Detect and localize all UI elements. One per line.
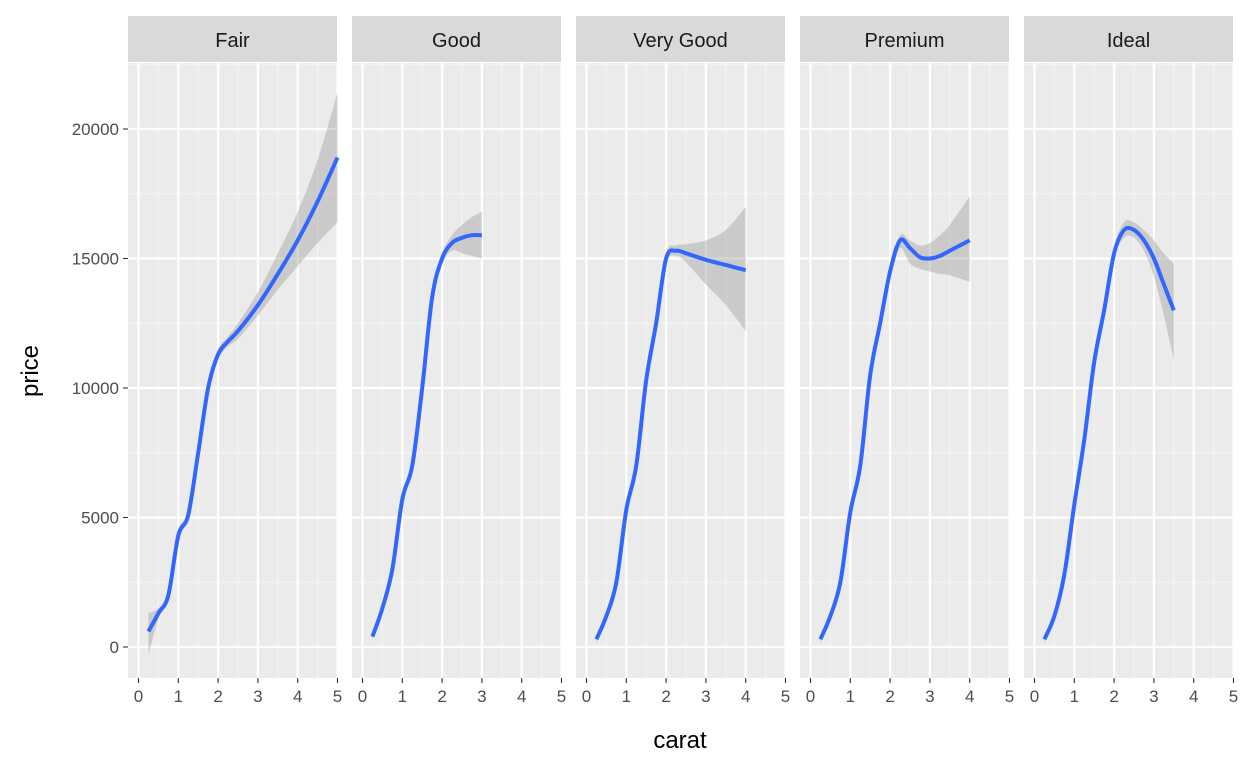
- facet-strip-label: Very Good: [633, 30, 728, 52]
- y-axis-title: price: [17, 345, 44, 397]
- y-axis: 0 5000 10000 15000 20000: [72, 120, 128, 657]
- y-tick-label: 20000: [72, 120, 119, 139]
- smooth-line: [370, 233, 482, 638]
- x-tick-label: 2: [885, 687, 894, 706]
- x-tick-label: 0: [806, 687, 815, 706]
- x-tick-label: 3: [701, 687, 710, 706]
- x-tick-label: 0: [134, 687, 143, 706]
- facet-strip-label: Premium: [864, 30, 944, 52]
- smooth-line: [818, 237, 971, 641]
- panel-background: [1024, 63, 1233, 678]
- facet-strip: [352, 16, 561, 62]
- facet-panel: Premium 0 1 2 3 4 5: [800, 16, 1014, 706]
- x-tick-label: 4: [293, 687, 302, 706]
- smooth-line: [594, 248, 747, 641]
- x-tick-label: 5: [333, 687, 342, 706]
- facet-panel: Ideal 0 1 2 3 4 5: [1024, 16, 1238, 706]
- y-tick-label: 0: [110, 638, 119, 657]
- y-tick-label: 5000: [81, 509, 119, 528]
- facet-strip: [128, 16, 337, 62]
- x-tick-label: 0: [582, 687, 591, 706]
- confidence-ribbon: [1044, 220, 1174, 644]
- confidence-ribbon: [148, 92, 338, 655]
- x-tick-label: 4: [965, 687, 974, 706]
- confidence-ribbon: [372, 211, 482, 641]
- y-tick-label: 15000: [72, 250, 119, 269]
- x-tick-label: 3: [1149, 687, 1158, 706]
- facet-panel: Very Good 0 1 2 3 4 5: [576, 16, 790, 706]
- y-tick-label: 10000: [72, 379, 119, 398]
- x-tick-label: 1: [846, 687, 855, 706]
- x-tick-label: 3: [477, 687, 486, 706]
- x-tick-label: 3: [925, 687, 934, 706]
- facet-strip: [1024, 16, 1233, 62]
- facet-panel: Good 0 1 2 3 4 5: [352, 16, 566, 706]
- facet-strip: [800, 16, 1009, 62]
- smooth-line: [1042, 225, 1176, 641]
- x-tick-label: 4: [741, 687, 750, 706]
- panel-background: [352, 63, 561, 678]
- x-tick-label: 0: [1030, 687, 1039, 706]
- x-tick-label: 5: [781, 687, 790, 706]
- x-tick-label: 3: [253, 687, 262, 706]
- x-tick-label: 4: [517, 687, 526, 706]
- facet-strip-label: Ideal: [1107, 30, 1150, 52]
- x-tick-label: 1: [1070, 687, 1079, 706]
- x-tick-label: 1: [174, 687, 183, 706]
- x-tick-label: 5: [557, 687, 566, 706]
- x-tick-label: 1: [398, 687, 407, 706]
- x-axis-title: carat: [653, 727, 707, 754]
- x-tick-label: 1: [622, 687, 631, 706]
- panel-background: [128, 63, 337, 678]
- x-tick-label: 2: [661, 687, 670, 706]
- facet-strip-label: Fair: [215, 30, 250, 52]
- x-tick-label: 5: [1005, 687, 1014, 706]
- panel-background: [800, 63, 1009, 678]
- panel-background: [576, 63, 785, 678]
- confidence-ribbon: [820, 196, 970, 644]
- confidence-ribbon: [596, 206, 746, 644]
- facet-strip-label: Good: [432, 30, 481, 52]
- smooth-line: [146, 156, 340, 633]
- facet-strip: [576, 16, 785, 62]
- x-tick-label: 2: [437, 687, 446, 706]
- x-tick-label: 5: [1229, 687, 1238, 706]
- x-tick-label: 2: [213, 687, 222, 706]
- x-tick-label: 2: [1109, 687, 1118, 706]
- x-tick-label: 4: [1189, 687, 1198, 706]
- x-tick-label: 0: [358, 687, 367, 706]
- facet-panel: Fair 0 1 2 3 4 5: [128, 16, 342, 706]
